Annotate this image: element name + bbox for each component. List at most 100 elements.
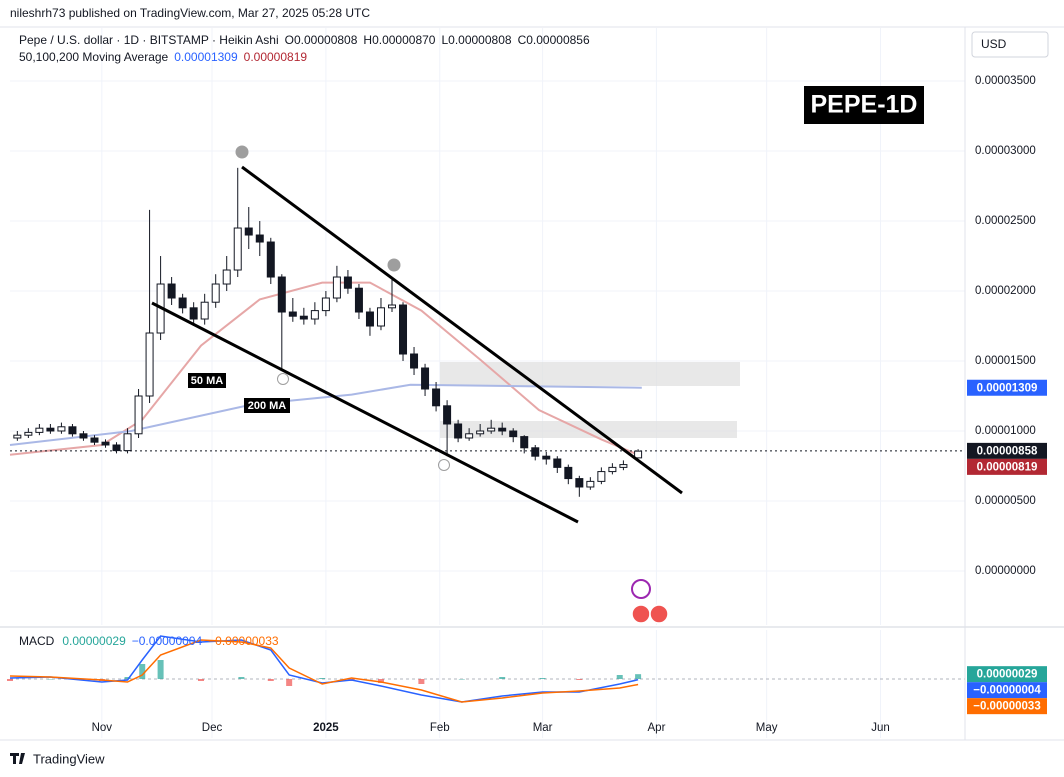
candle-body [145,332,154,397]
candle-body [123,433,132,452]
candle-body [310,310,319,320]
candle-body [421,367,430,390]
price-label: −0.00000033 [973,701,1040,713]
ohlc-letter: O [285,33,294,47]
candle-body [288,311,297,317]
y-tick-label: 0.00003000 [975,145,1036,157]
moving-average [9,383,642,446]
candle-body [376,307,385,327]
ma-title: 50,100,200 Moving Average [19,50,169,64]
price-label-box [967,682,1047,699]
trend-line [151,301,579,524]
candle-body [432,388,441,407]
footer: TradingView [33,751,105,766]
y-tick-label: 0.00003500 [975,75,1036,87]
resistance-zone [440,362,740,386]
candle-body [365,311,374,327]
macd-value: 0.00000029 [62,634,126,648]
buy-marker [277,373,289,385]
trend-line [241,165,683,495]
signal-markers [235,145,450,471]
histogram-bar [157,660,164,679]
histogram-bar [458,679,465,680]
macd-legend: MACD 0.00000029 −0.00000004 −0.00000033 [19,634,279,648]
event-icon [649,604,669,624]
candle-body [79,433,88,439]
histogram-bar [238,677,245,679]
candle-body [586,480,595,488]
ohlc-letter: H [363,33,372,47]
candle-body [509,430,518,438]
price-label: −0.00000004 [973,685,1041,697]
candle-body [575,478,584,488]
histogram-bar [286,679,293,686]
x-tick-label: Dec [202,722,223,734]
ohlc-letter: L [441,33,448,47]
x-tick-label: May [756,722,778,734]
macd-value: −0.00000004 [132,634,203,648]
price-label: 0.00001309 [977,382,1038,394]
macd-line [9,639,639,703]
candle-body [564,466,573,480]
candle-body [553,458,562,468]
histogram-bar [635,674,642,679]
candle-body [244,227,253,236]
x-tick-label: 2025 [313,722,339,734]
y-tick-label: 0.00002500 [975,215,1036,227]
histogram-bar [7,679,13,681]
histogram-bar [377,679,384,683]
candle-body [608,466,617,473]
candle-body [13,434,22,439]
logo: TradingView [10,751,105,766]
candle-body [57,426,66,432]
y-tick-label: 0.00001500 [975,355,1036,367]
event-icon [631,604,651,624]
ma-value: 0.00001309 [174,50,238,64]
x-tick-label: Feb [430,722,450,734]
candle-body [134,395,143,435]
candle-body [487,427,496,432]
candle-body [321,297,330,312]
currency[interactable]: USD [981,37,1007,51]
histogram-bar [267,679,274,681]
candle-body [189,307,198,320]
histogram-bar [499,677,506,679]
price-label-box [967,442,1047,459]
annotation-box [188,373,226,388]
candle-body [255,234,264,243]
candle-body [112,444,121,452]
price-label-box [967,666,1047,683]
candle-body [24,431,33,436]
macd-title: MACD [19,634,55,648]
ohlc-value: 0.00000808 [294,33,358,47]
histogram-bar [124,677,131,679]
price-label-box [967,698,1047,715]
histogram-bar [616,675,623,679]
candle-body [277,276,286,313]
header: nileshrh73 published on TradingView.com,… [10,6,370,20]
candle-body [454,423,463,439]
candle-body [343,276,352,289]
candle-body [443,405,452,425]
candle-body [299,315,308,320]
histogram-bar [539,678,546,679]
currency-button[interactable] [971,31,1049,58]
y-tick-label: 0.00000000 [975,565,1036,577]
candle-body [465,433,474,439]
candle-body [222,269,231,285]
candle-body [476,430,485,435]
candle-body [410,353,419,369]
annotation: 200 MA [248,400,287,412]
price-label: 0.00000029 [977,669,1038,681]
legend-title: Pepe / U.S. dollar · 1D · BITSTAMP · Hei… [19,33,590,47]
macd-value: −0.00000033 [208,634,279,648]
price-label-box [967,458,1047,475]
histogram-bar [319,678,326,679]
y-tick-label: 0.00002000 [975,285,1036,297]
buy-marker [438,459,450,471]
candle-body [542,455,551,460]
candle-body [266,241,275,278]
